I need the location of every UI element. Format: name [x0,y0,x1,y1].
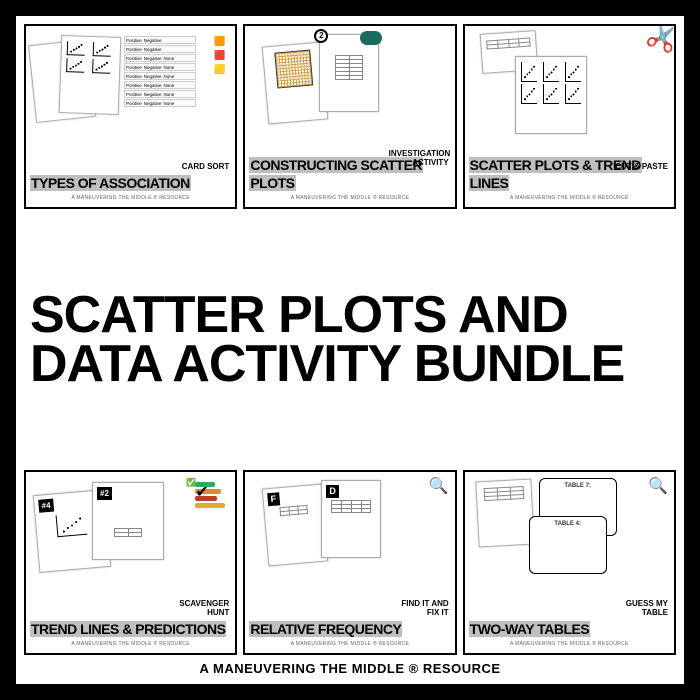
card-title: TWO-WAY TABLES [469,621,591,637]
mini-footer: A MANEUVERING THE MIDDLE ® RESOURCE [30,639,231,647]
table-label: TABLE 4: [534,521,602,527]
top-grid: Positive Negative Positive Negative Posi… [24,24,676,209]
card-constructing-scatter-plots: 2 INVESTIGATION ACTIVITY CONSTRUCTING SC… [243,24,456,209]
card-trend-lines-predictions: #4 #2 ✔✅ SCAVENGER HUNT TREND LINES & PR… [24,470,237,655]
color-chips-icon: 🟧🟥🟨 [214,36,225,75]
task-number: #2 [97,487,112,500]
card-tag: FIND IT AND FIX IT [389,600,449,617]
card-tag: GUESS MY TABLE [608,600,668,617]
thumb: F D [251,478,448,578]
card-relative-frequency: 🔍 F D FIND IT AND FIX IT RELATIVE FREQUE… [243,470,456,655]
mini-footer: A MANEUVERING THE MIDDLE ® RESOURCE [249,193,450,201]
card-title: RELATIVE FREQUENCY [249,621,402,637]
task-letter: F [267,492,280,506]
bottom-grid: #4 #2 ✔✅ SCAVENGER HUNT TREND LINES & PR… [24,470,676,655]
thumb: 2 [251,32,448,132]
main-title-area: SCATTER PLOTS AND DATA ACTIVITY BUNDLE [24,209,676,470]
card-tag: CARD SORT [169,163,229,171]
mini-footer: A MANEUVERING THE MIDDLE ® RESOURCE [469,639,670,647]
thumb: Positive Negative Positive Negative Posi… [32,32,229,132]
product-frame: Positive Negative Positive Negative Posi… [0,0,700,700]
card-scatter-plots-trend-lines: ✂️ CUT & PASTE SCATTER PLOTS & TREND LIN… [463,24,676,209]
thumb: #4 #2 ✔✅ [32,478,229,578]
main-title: SCATTER PLOTS AND DATA ACTIVITY BUNDLE [30,291,670,389]
page-footer: A MANEUVERING THE MIDDLE ® RESOURCE [24,655,676,676]
card-tag: SCAVENGER HUNT [169,600,229,617]
color-bars-icon: ✔✅ [195,482,225,508]
card-tag: CUT & PASTE [608,163,668,171]
task-letter: D [326,485,339,498]
card-title: TYPES OF ASSOCIATION [30,175,191,191]
card-types-of-association: Positive Negative Positive Negative Posi… [24,24,237,209]
thumb: TABLE 7: TABLE 4: [471,478,668,578]
card-title: TREND LINES & PREDICTIONS [30,621,226,637]
thumb [471,32,668,132]
task-number: #4 [38,499,54,513]
mini-footer: A MANEUVERING THE MIDDLE ® RESOURCE [30,193,231,201]
table-label: TABLE 7: [544,483,612,489]
card-tag: INVESTIGATION ACTIVITY [389,150,449,167]
card-two-way-tables: 🔍 TABLE 7: TABLE 4: GUESS MY TABLE TWO-W… [463,470,676,655]
mini-footer: A MANEUVERING THE MIDDLE ® RESOURCE [249,639,450,647]
mini-footer: A MANEUVERING THE MIDDLE ® RESOURCE [469,193,670,201]
